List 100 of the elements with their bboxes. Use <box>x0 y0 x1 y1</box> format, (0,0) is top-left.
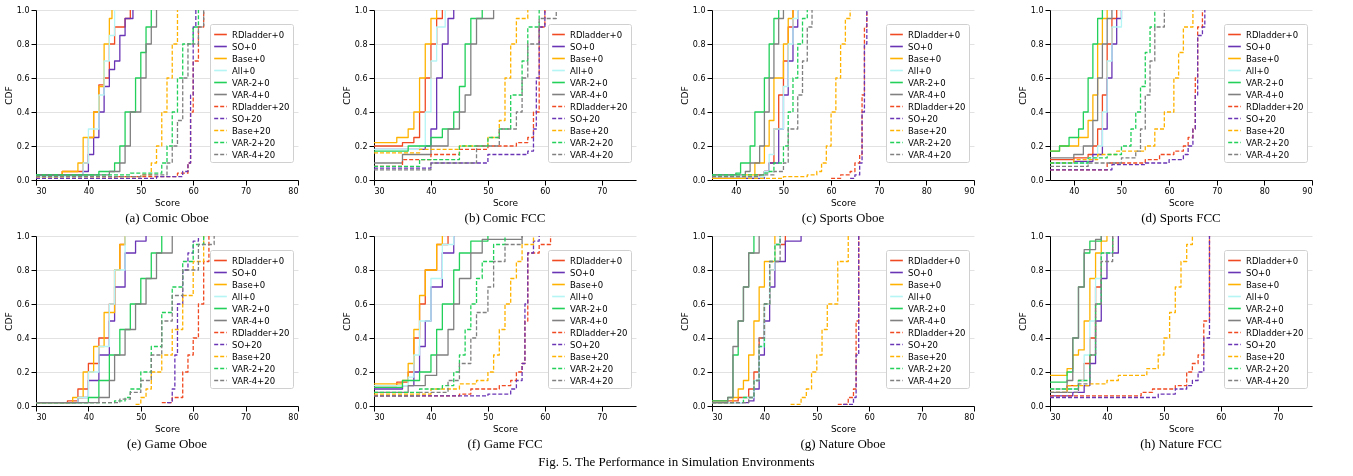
text: (b) Comic FCC <box>464 210 546 225</box>
y-tick-label: 0.8 <box>354 265 368 275</box>
x-tick-label: 40 <box>83 412 94 422</box>
y-tick-label: 1.0 <box>692 5 706 15</box>
x-tick-label: 40 <box>426 412 437 422</box>
x-tick-label: 40 <box>1102 412 1113 422</box>
legend-label: SO+20 <box>1246 113 1277 124</box>
y-tick-label: 0.2 <box>354 141 368 151</box>
y-tick-label: 0.4 <box>354 107 368 117</box>
x-axis-title: Score <box>154 423 181 434</box>
legend-label: VAR-4+20 <box>232 149 276 160</box>
y-tick-label: 0.4 <box>692 107 706 117</box>
x-tick-label: 50 <box>136 186 147 196</box>
y-tick-label: 1.0 <box>692 231 706 241</box>
y-axis-title: CDF <box>679 86 690 105</box>
legend-label: SO+20 <box>908 113 939 124</box>
x-tick-label: 30 <box>712 412 723 422</box>
x-tick-label: 70 <box>1273 412 1284 422</box>
legend-label: VAR-4+0 <box>232 315 270 326</box>
legend-label: VAR-4+20 <box>1246 375 1290 386</box>
x-tick-label: 40 <box>1069 186 1080 196</box>
y-tick-label: 0.8 <box>16 39 30 49</box>
x-tick-label: 40 <box>83 186 94 196</box>
x-tick-label: 80 <box>1259 186 1270 196</box>
legend-label: VAR-2+20 <box>1246 363 1290 374</box>
y-tick-label: 0.8 <box>16 265 30 275</box>
y-tick-label: 0.0 <box>1030 401 1044 411</box>
x-tick-label: 50 <box>1116 186 1128 196</box>
x-axis-title: Score <box>1168 197 1195 208</box>
legend-label: RDladder+20 <box>908 327 966 338</box>
y-tick-label: 0.2 <box>692 141 706 151</box>
legend-label: RDladder+20 <box>1246 327 1304 338</box>
x-tick-label: 80 <box>964 412 975 422</box>
legend-label: VAR-2+20 <box>232 363 276 374</box>
legend-label: RDladder+0 <box>1246 29 1299 40</box>
legend-label: Base+0 <box>570 279 604 290</box>
legend-label: SO+0 <box>570 267 595 278</box>
legend-label: VAR-4+0 <box>232 89 270 100</box>
y-tick-label: 0.6 <box>16 299 30 309</box>
text: (f) Game FCC <box>467 436 543 451</box>
y-axis-title: CDF <box>1017 312 1028 331</box>
legend-label: Base+0 <box>232 279 266 290</box>
legend-label: SO+20 <box>570 113 601 124</box>
legend-label: Base+20 <box>570 125 609 136</box>
y-tick-label: 0.4 <box>16 107 30 117</box>
y-tick-label: 0.4 <box>354 333 368 343</box>
x-tick-label: 30 <box>1050 412 1061 422</box>
x-tick-label: 90 <box>1302 186 1313 196</box>
legend-label: SO+0 <box>570 41 595 52</box>
legend-label: Base+20 <box>1246 125 1285 136</box>
legend-label: VAR-2+0 <box>908 77 946 88</box>
legend-label: VAR-4+20 <box>570 375 614 386</box>
legend-label: SO+0 <box>232 41 257 52</box>
y-tick-label: 0.8 <box>1030 265 1044 275</box>
x-tick-label: 80 <box>288 412 299 422</box>
x-tick-label: 60 <box>864 412 875 422</box>
legend-label: Base+0 <box>232 53 266 64</box>
legend-label: VAR-2+20 <box>908 137 952 148</box>
legend-label: SO+0 <box>1246 41 1271 52</box>
x-tick-label: 30 <box>374 186 385 196</box>
legend-label: RDladder+0 <box>570 255 623 266</box>
legend-label: SO+20 <box>232 113 263 124</box>
legend-label: VAR-2+0 <box>570 77 608 88</box>
x-tick-label: 50 <box>1159 412 1170 422</box>
x-tick-label: 60 <box>826 186 837 196</box>
x-tick-label: 40 <box>759 412 770 422</box>
x-tick-label: 60 <box>188 412 199 422</box>
y-axis-title: CDF <box>341 86 352 105</box>
text: (c) Sports Oboe <box>801 210 885 225</box>
x-axis-title: Score <box>492 423 519 434</box>
y-tick-label: 0.2 <box>1030 141 1044 151</box>
x-tick-label: 50 <box>483 186 494 196</box>
legend-label: Base+20 <box>908 351 947 362</box>
x-tick-label: 30 <box>374 412 385 422</box>
x-axis-title: Score <box>830 197 857 208</box>
legend-label: VAR-2+0 <box>232 77 270 88</box>
legend-label: VAR-4+0 <box>1246 315 1284 326</box>
y-tick-label: 0.0 <box>354 175 368 185</box>
y-tick-label: 0.6 <box>1030 73 1044 83</box>
legend-label: RDladder+20 <box>1246 101 1304 112</box>
legend-label: VAR-4+0 <box>908 89 946 100</box>
legend-label: SO+0 <box>1246 267 1271 278</box>
y-tick-label: 0.4 <box>692 333 706 343</box>
legend-label: RDladder+20 <box>232 101 290 112</box>
legend-label: RDladder+20 <box>232 327 290 338</box>
legend-label: RDladder+20 <box>570 101 628 112</box>
x-tick-label: 70 <box>241 186 252 196</box>
x-tick-label: 60 <box>188 186 199 196</box>
y-tick-label: 0.8 <box>1030 39 1044 49</box>
y-tick-label: 1.0 <box>16 5 30 15</box>
legend-label: Base+20 <box>232 351 271 362</box>
x-tick-label: 80 <box>288 186 299 196</box>
legend-label: Base+20 <box>908 125 947 136</box>
text: (d) Sports FCC <box>1141 210 1221 225</box>
legend-label: VAR-2+20 <box>908 363 952 374</box>
y-tick-label: 0.0 <box>354 401 368 411</box>
legend-label: Base+0 <box>1246 279 1280 290</box>
legend-label: RDladder+0 <box>232 255 285 266</box>
x-tick-label: 40 <box>426 186 437 196</box>
x-tick-label: 70 <box>241 412 252 422</box>
